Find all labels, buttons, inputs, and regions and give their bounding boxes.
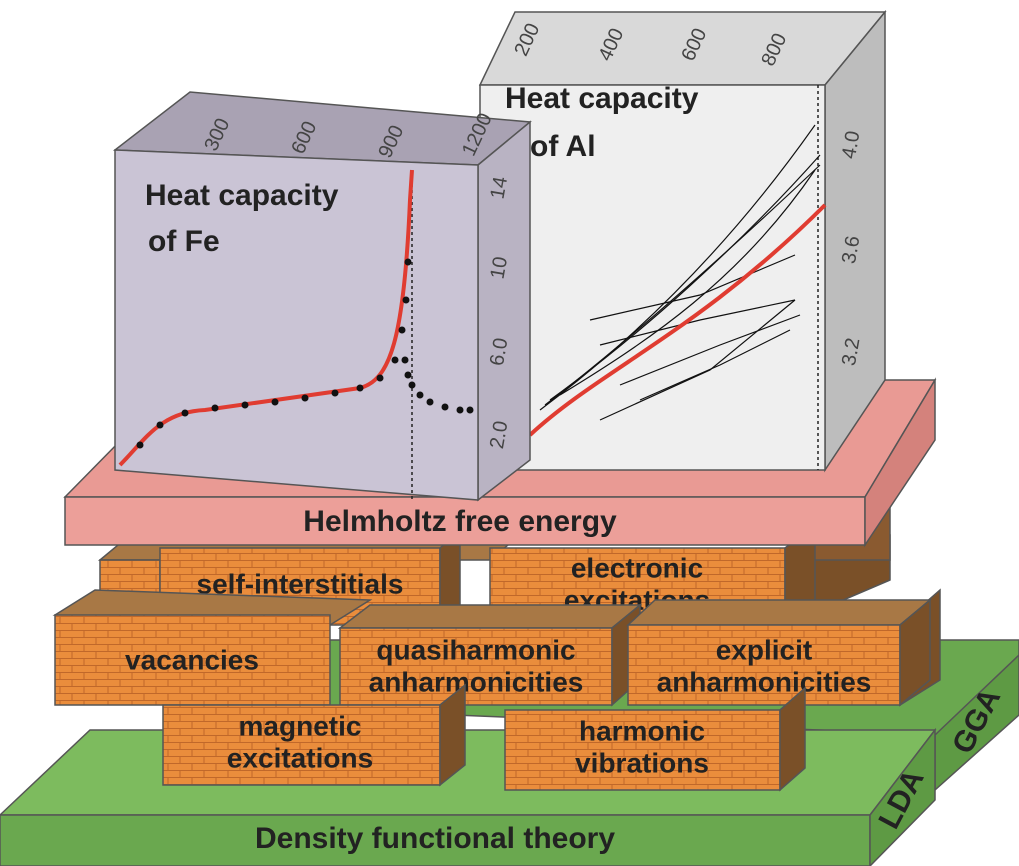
shape xyxy=(504,709,781,791)
shape xyxy=(136,441,144,449)
tick-label: 14 xyxy=(487,175,513,201)
shape xyxy=(181,409,189,417)
shape xyxy=(401,356,409,364)
shape xyxy=(118,169,414,467)
shape xyxy=(869,727,936,866)
shape xyxy=(528,203,827,437)
shape xyxy=(162,704,441,786)
shape xyxy=(241,401,249,409)
brick-label: quasiharmonic xyxy=(376,634,575,665)
brick-label: vibrations xyxy=(575,747,709,778)
panel-title: Heat capacity xyxy=(145,179,339,212)
shape xyxy=(439,683,466,787)
tick-label: 4.0 xyxy=(838,129,864,160)
shape xyxy=(402,296,410,304)
shape xyxy=(456,406,464,414)
shape xyxy=(54,614,331,706)
tick-label: 3.2 xyxy=(838,336,864,367)
brick: magnetic excitations xyxy=(162,683,466,787)
shape xyxy=(339,627,613,706)
shape xyxy=(271,398,279,406)
panel-title: Heat capacity xyxy=(505,82,699,115)
brick: quasiharmonic anharmonicities xyxy=(337,603,643,707)
shape xyxy=(337,604,643,629)
shape xyxy=(398,326,406,334)
shape xyxy=(539,124,816,411)
shape xyxy=(356,384,364,392)
shape xyxy=(64,496,866,546)
shape xyxy=(416,391,424,399)
brick: vacancies xyxy=(52,589,373,706)
panel-title: of Al xyxy=(530,130,596,163)
shape xyxy=(559,169,816,396)
shape xyxy=(779,686,806,792)
brick: harmonic vibrations xyxy=(504,686,806,792)
shape xyxy=(864,377,936,548)
shape xyxy=(441,403,449,411)
shape xyxy=(156,421,164,429)
brick: explicit anharmonicities xyxy=(626,598,933,707)
al-panel: 200 400 600 800 4.0 3.6 3.2 Heat capacit… xyxy=(478,9,887,473)
shape xyxy=(211,404,219,412)
shape xyxy=(626,599,933,626)
shape xyxy=(899,598,931,707)
brick-label: explicit xyxy=(716,634,812,665)
brick-label: anharmonicities xyxy=(657,666,872,697)
shape xyxy=(114,149,479,501)
shape xyxy=(627,624,901,706)
tick-label: 6.0 xyxy=(486,336,512,367)
shape xyxy=(376,374,384,382)
dft-label: Density functional theory xyxy=(255,822,615,855)
shape xyxy=(549,154,821,401)
fe-panel: 300 600 900 1200 14 10 6.0 2.0 Heat capa… xyxy=(112,91,532,502)
shape xyxy=(408,381,416,389)
brick-label: magnetic xyxy=(239,710,362,741)
shape xyxy=(639,329,791,401)
tick-label: 2.0 xyxy=(486,419,512,450)
shape xyxy=(331,389,339,397)
shape xyxy=(301,394,309,402)
shape xyxy=(404,258,412,266)
brick-label: excitations xyxy=(227,742,373,773)
helmholtz-label: Helmholtz free energy xyxy=(303,505,617,538)
brick-label: vacancies xyxy=(125,644,259,675)
brick-label: anharmonicities xyxy=(369,666,584,697)
tick-label: 3.6 xyxy=(838,234,864,265)
shape xyxy=(539,124,821,421)
tick-label: 10 xyxy=(487,255,513,281)
shape xyxy=(599,299,796,421)
shape xyxy=(391,356,399,364)
shape xyxy=(466,406,474,414)
shape xyxy=(619,314,801,386)
dft-slab: Density functional theory LDA xyxy=(0,727,937,866)
shape xyxy=(136,258,474,449)
brick-label: electronic xyxy=(571,552,703,583)
shape xyxy=(599,299,796,346)
shape xyxy=(0,814,871,866)
shape xyxy=(426,398,434,406)
shape xyxy=(404,371,412,379)
panel-title: of Fe xyxy=(148,225,220,258)
shape xyxy=(589,254,796,321)
brick-label: harmonic xyxy=(579,715,705,746)
